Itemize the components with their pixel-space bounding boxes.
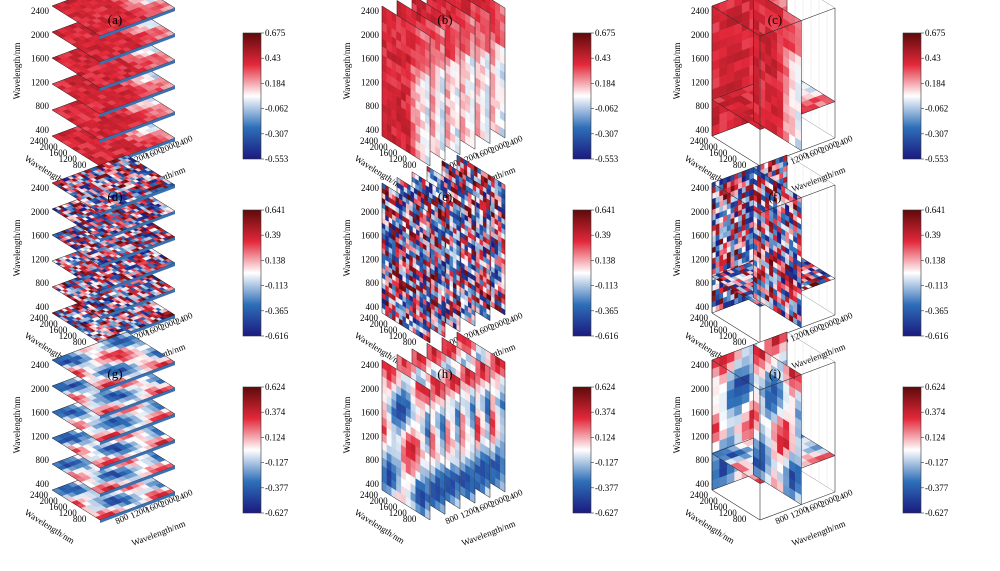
panel-label: (d) bbox=[107, 189, 122, 204]
x-tick-label: 2400 bbox=[174, 133, 195, 150]
colorbar-tick-label: -0.062 bbox=[925, 104, 948, 114]
z-tick-label: 800 bbox=[36, 101, 50, 111]
colorbar-tick-label: 0.675 bbox=[265, 28, 286, 38]
colorbar-tick-label: 0.43 bbox=[925, 53, 941, 63]
panel-a: 4008001200160020002400Wavelength/nm80012… bbox=[12, 0, 289, 194]
colorbar-tick-label: 0.138 bbox=[265, 255, 286, 265]
z-tick-label: 1200 bbox=[31, 77, 50, 87]
z-tick-label: 1600 bbox=[361, 54, 380, 64]
y-tick-label: 2400 bbox=[30, 313, 49, 323]
y-tick-label: 2400 bbox=[30, 136, 49, 146]
colorbar bbox=[572, 32, 592, 160]
panels-group: 400 800 1200 1600 2000 2400 Wavelength/nm 800 12… bbox=[12, 0, 949, 548]
panel-c: 4008001200160020002400Wavelength/nm80012… bbox=[672, 0, 949, 194]
z-tick-label: 1600 bbox=[691, 54, 710, 64]
slice-edge bbox=[100, 86, 175, 117]
colorbar-tick-label: -0.062 bbox=[595, 104, 618, 114]
colorbar-tick-label: -0.307 bbox=[925, 129, 949, 139]
x-axis-label: Wavelength/nm bbox=[790, 164, 847, 194]
x-tick-label: 2400 bbox=[834, 133, 855, 150]
z-tick-label: 2400 bbox=[31, 6, 50, 16]
colorbar bbox=[242, 209, 262, 337]
colorbar-tick-label: 0.184 bbox=[595, 78, 616, 88]
z-axis-label: Wavelength/nm bbox=[342, 43, 352, 100]
z-axis-label: Wavelength/nm bbox=[12, 220, 22, 277]
colorbar-tick-label: 0.675 bbox=[925, 28, 946, 38]
colorbar-tick-label: -0.113 bbox=[265, 281, 288, 291]
z-tick-label: 2000 bbox=[31, 207, 50, 217]
slice-edge bbox=[100, 112, 175, 143]
panel-label: (b) bbox=[437, 12, 452, 27]
z-tick-label: 1600 bbox=[31, 231, 50, 241]
panel-d: 4008001200160020002400Wavelength/nm80012… bbox=[12, 154, 289, 371]
z-tick-label: 2400 bbox=[361, 6, 380, 16]
z-axis-label: Wavelength/nm bbox=[672, 43, 682, 100]
z-tick-label: 1200 bbox=[31, 254, 50, 264]
colorbar-tick-label: 0.184 bbox=[925, 78, 946, 88]
colorbar-tick-label: 0.43 bbox=[265, 53, 281, 63]
colorbar-tick-label: -0.553 bbox=[925, 154, 949, 164]
z-tick-label: 800 bbox=[696, 101, 710, 111]
y-tick-label: 2400 bbox=[690, 136, 709, 146]
z-tick-label: 400 bbox=[696, 125, 710, 135]
z-tick-label: 1200 bbox=[361, 77, 380, 87]
z-tick-label: 2000 bbox=[361, 30, 380, 40]
colorbar-tick-label: -0.616 bbox=[265, 331, 289, 341]
z-tick-label: 1600 bbox=[31, 54, 50, 64]
colorbar-tick-label: -0.553 bbox=[595, 154, 619, 164]
colorbar-tick-label: 0.675 bbox=[595, 28, 616, 38]
x-tick-label: 2400 bbox=[174, 310, 195, 327]
z-tick-label: 400 bbox=[36, 302, 50, 312]
z-tick-label: 400 bbox=[366, 125, 380, 135]
colorbar-tick-label: 0.184 bbox=[265, 78, 286, 88]
colorbar-tick-label: -0.307 bbox=[595, 129, 619, 139]
y-tick-label: 2400 bbox=[360, 136, 379, 146]
z-tick-label: 800 bbox=[366, 101, 380, 111]
panel-b: 4008001200160020002400Wavelength/nm80012… bbox=[342, 0, 619, 194]
z-tick-label: 2000 bbox=[691, 30, 710, 40]
colorbar bbox=[242, 32, 262, 160]
panel-label: (a) bbox=[108, 12, 122, 27]
colorbar-tick-label: 0.641 bbox=[265, 205, 285, 215]
colorbar-tick-label: -0.553 bbox=[265, 154, 289, 164]
colorbar-tick-label: 0.43 bbox=[595, 53, 611, 63]
x-tick-label: 2400 bbox=[504, 133, 525, 150]
z-tick-label: 2400 bbox=[691, 6, 710, 16]
colorbar-tick-label: -0.365 bbox=[265, 306, 289, 316]
panel-label: (c) bbox=[768, 12, 782, 27]
z-tick-label: 1200 bbox=[691, 77, 710, 87]
z-tick-label: 400 bbox=[36, 125, 50, 135]
colorbar-tick-label: 0.39 bbox=[265, 230, 281, 240]
colorbar bbox=[902, 32, 922, 160]
colorbar-tick-label: -0.307 bbox=[265, 129, 289, 139]
z-tick-label: 2400 bbox=[31, 183, 50, 193]
z-tick-label: 2000 bbox=[31, 30, 50, 40]
colorbar-tick-label: -0.062 bbox=[265, 104, 288, 114]
panel-e: 4008001200160020002400Wavelength/nm80012… bbox=[342, 154, 619, 371]
z-tick-label: 800 bbox=[36, 278, 50, 288]
z-axis-label: Wavelength/nm bbox=[12, 43, 22, 100]
